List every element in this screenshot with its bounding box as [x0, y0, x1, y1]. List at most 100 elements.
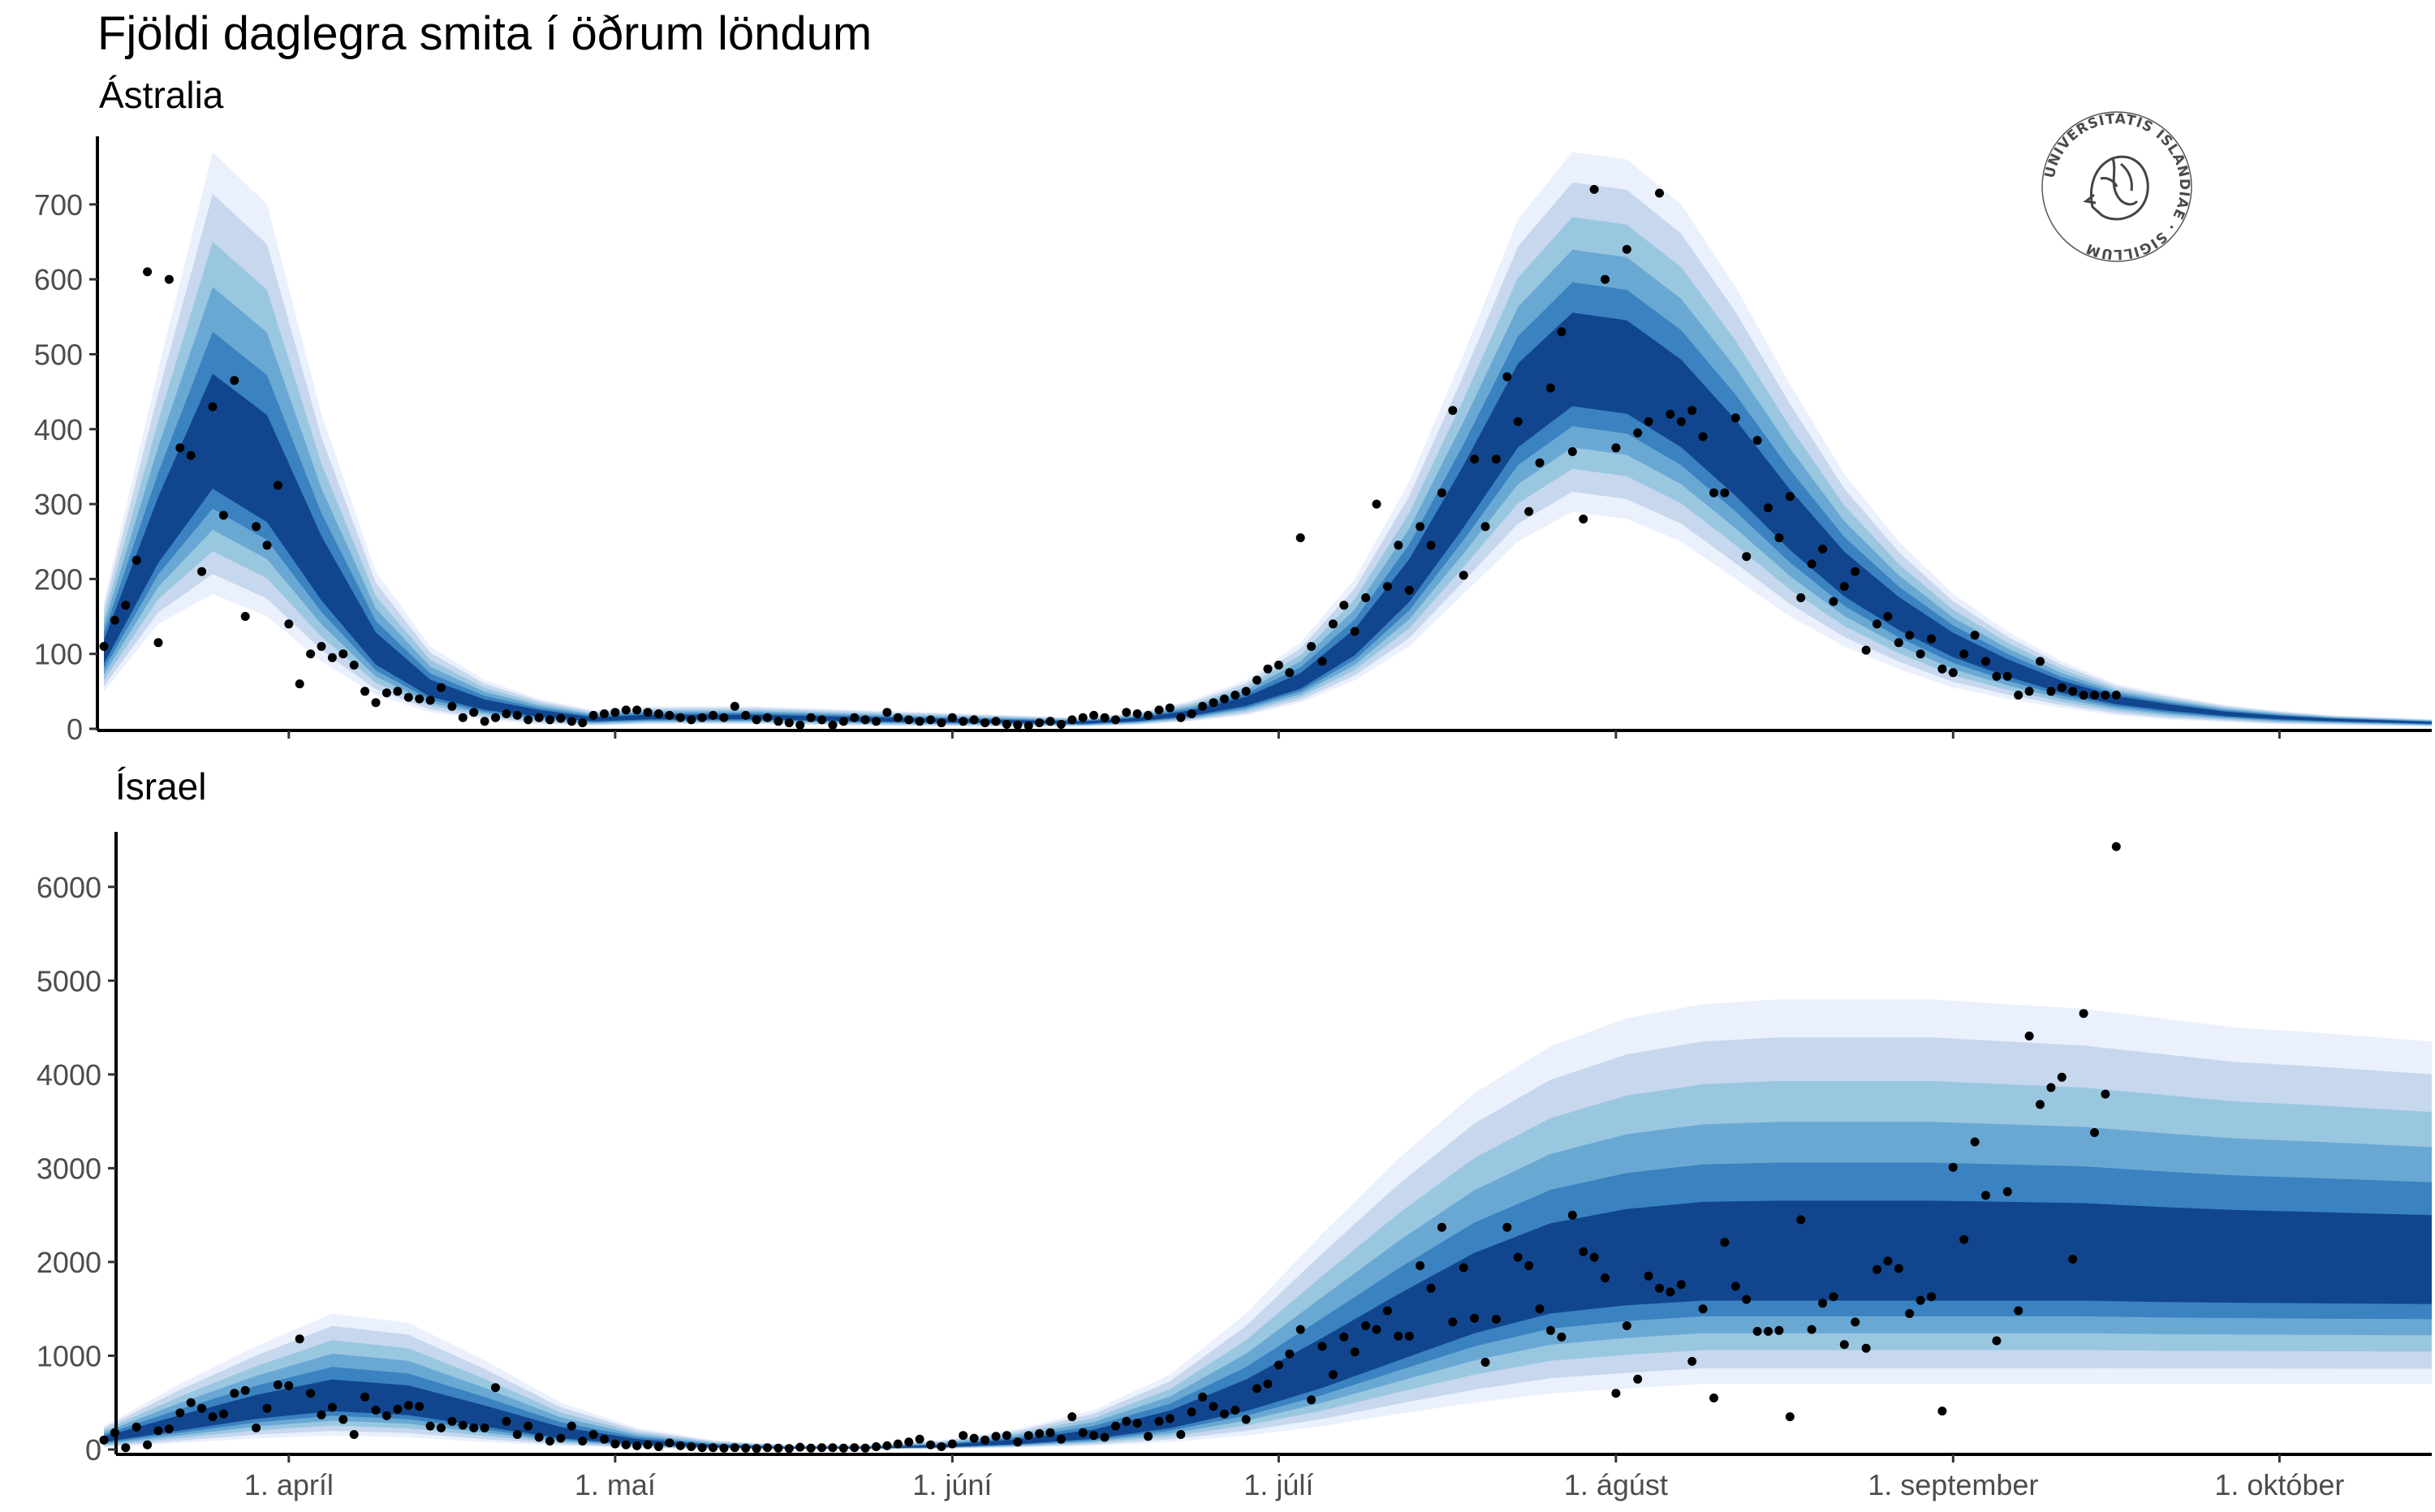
observed-point [567, 1421, 576, 1431]
observed-point [1100, 1432, 1110, 1442]
observed-point [1274, 661, 1283, 670]
observed-point [1655, 1283, 1664, 1293]
observed-point [1317, 1342, 1327, 1351]
observed-point [458, 713, 468, 722]
observed-point [675, 713, 685, 722]
observed-point [1491, 1314, 1501, 1324]
observed-point [381, 1411, 391, 1420]
observed-point [980, 718, 990, 728]
observed-point [1839, 1340, 1849, 1350]
y-tick-label: 0 [67, 713, 83, 746]
observed-point [327, 1402, 337, 1412]
observed-point [164, 274, 174, 284]
observed-point [1219, 694, 1229, 704]
observed-point [1339, 601, 1349, 610]
observed-point [1545, 1325, 1555, 1335]
observed-point [153, 638, 163, 648]
observed-point [327, 653, 337, 662]
observed-point [2111, 842, 2121, 851]
observed-point [2079, 691, 2088, 700]
observed-point [959, 717, 968, 726]
y-tick-label: 6000 [37, 871, 101, 904]
observed-point [1448, 1317, 1458, 1327]
observed-point [1361, 593, 1371, 602]
y-tick-label: 500 [34, 338, 83, 371]
observed-point [1502, 372, 1512, 381]
observed-point [1350, 627, 1360, 636]
observed-point [1176, 1430, 1186, 1439]
observed-point [1416, 522, 1425, 532]
observed-point [425, 696, 435, 705]
observed-point [1567, 447, 1577, 456]
observed-point [1785, 1412, 1795, 1422]
observed-point [1154, 705, 1164, 715]
observed-point [1589, 1252, 1599, 1262]
observed-point [687, 715, 696, 725]
panel-israel: 0 1000 2000 3000 4000 5000 6000 1. apríl 1. maí 1… [37, 832, 2432, 1501]
observed-point [2036, 657, 2045, 666]
observed-point [926, 1440, 935, 1450]
observed-point [143, 1440, 153, 1450]
observed-point [208, 402, 218, 411]
observed-point [1382, 1306, 1392, 1316]
observed-point [230, 1389, 239, 1398]
observed-point [371, 698, 381, 708]
observed-point [643, 708, 653, 717]
x-tick-label: 1. september [1868, 1468, 2038, 1501]
observed-point [2068, 1255, 2078, 1264]
observed-point [2036, 1100, 2045, 1109]
observed-point [273, 480, 282, 490]
observed-point [795, 720, 805, 730]
observed-point [218, 1409, 228, 1419]
observed-point [175, 1408, 185, 1418]
observed-point [1480, 522, 1490, 532]
observed-point [1644, 1271, 1653, 1281]
observed-point [545, 1437, 554, 1446]
y-tick-label: 5000 [37, 964, 101, 997]
observed-point [1002, 1431, 1011, 1441]
observed-point [1992, 671, 2002, 681]
observed-point [1937, 664, 1947, 674]
observed-point [1295, 533, 1305, 543]
observed-point [850, 713, 860, 722]
observed-point [393, 687, 403, 696]
observed-point [1024, 721, 1033, 730]
observed-point [240, 612, 250, 621]
observed-point [1056, 720, 1066, 729]
observed-point [1089, 1431, 1099, 1441]
observed-point [872, 717, 881, 726]
observed-point [1730, 413, 1740, 423]
observed-point [1916, 649, 1925, 659]
observed-point [262, 1403, 272, 1413]
observed-point [317, 1410, 326, 1419]
observed-point [969, 1433, 979, 1443]
observed-point [1013, 720, 1023, 730]
observed-point [1807, 1325, 1817, 1334]
observed-point [1883, 1256, 1893, 1266]
observed-point [1024, 1431, 1033, 1441]
observed-point [1067, 715, 1077, 725]
observed-point [469, 1423, 479, 1432]
observed-point [1948, 668, 1958, 678]
observed-point [1796, 1215, 1806, 1225]
observed-point [1545, 383, 1555, 393]
observed-point [197, 566, 207, 576]
observed-point [252, 522, 261, 532]
x-tick-label: 1. júní [912, 1468, 992, 1501]
observed-point [1241, 1415, 1251, 1424]
observed-point [1307, 642, 1317, 651]
observed-point [381, 688, 391, 698]
x-tick-label: 1. október [2214, 1468, 2344, 1501]
observed-point [360, 687, 370, 696]
observed-point [393, 1404, 403, 1414]
observed-point [1829, 1292, 1838, 1302]
observed-point [1470, 454, 1480, 464]
observed-point [1829, 597, 1838, 606]
observed-point [2111, 691, 2121, 700]
observed-point [1480, 1358, 1490, 1367]
observed-point [1416, 1261, 1425, 1270]
observed-point [1361, 1321, 1371, 1330]
observed-point [817, 1443, 826, 1453]
observed-point [621, 1440, 631, 1450]
observed-point [131, 555, 141, 565]
